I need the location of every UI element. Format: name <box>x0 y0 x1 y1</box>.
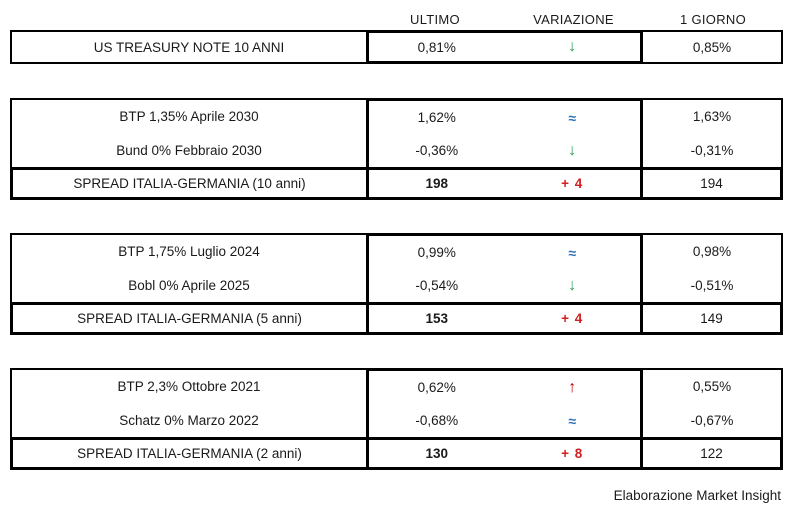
column-header-ultimo: ULTIMO <box>410 11 460 27</box>
variazione-up-arrow-icon: ↑ <box>568 378 577 396</box>
bond-rows: BTP 1,75% Luglio 2024 Bobl 0% Aprile 202… <box>10 233 783 302</box>
bond-label: Schatz 0% Marzo 2022 <box>119 412 259 428</box>
variazione-flat-icon: ≈ <box>568 109 577 126</box>
ultimo-variazione-box: 0,81% ↓ <box>366 30 643 64</box>
bond-label: Bund 0% Febbraio 2030 <box>116 142 262 158</box>
ultimo-value: 1,62% <box>417 110 456 125</box>
spread-label: SPREAD ITALIA-GERMANIA (10 anni) <box>10 167 366 200</box>
ultimo-value: -0,36% <box>415 143 459 158</box>
bond-label: Bobl 0% Aprile 2025 <box>128 277 250 293</box>
spread-giorno-value: 122 <box>643 437 783 470</box>
spread-giorno-value: 149 <box>643 302 783 335</box>
ultimo-value: 0,99% <box>417 245 456 260</box>
group-2-anni: BTP 2,3% Ottobre 2021 Schatz 0% Marzo 20… <box>10 368 783 470</box>
spread-row: SPREAD ITALIA-GERMANIA (10 anni) 198 + 4… <box>10 167 783 200</box>
bond-label: US TREASURY NOTE 10 ANNI <box>10 30 366 64</box>
spread-ultimo-value: 130 <box>425 446 449 461</box>
giorno-value: -0,31% <box>690 142 734 158</box>
column-header-variazione: VARIAZIONE <box>533 11 614 27</box>
bond-spread-table: ULTIMO VARIAZIONE 1 GIORNO US TREASURY N… <box>10 8 783 503</box>
spread-ultimo-value: 198 <box>425 176 449 191</box>
spread-label: SPREAD ITALIA-GERMANIA (5 anni) <box>10 302 366 335</box>
bond-label: BTP 2,3% Ottobre 2021 <box>117 379 261 395</box>
spread-variazione-value: + 8 <box>561 446 584 461</box>
spread-ultimo-value: 153 <box>425 311 449 326</box>
variazione-flat-icon: ≈ <box>568 244 577 261</box>
spread-row: SPREAD ITALIA-GERMANIA (2 anni) 130 + 8 … <box>10 437 783 470</box>
table-header: ULTIMO VARIAZIONE 1 GIORNO <box>10 8 783 30</box>
ultimo-value: 0,62% <box>417 380 456 395</box>
bond-label: BTP 1,35% Aprile 2030 <box>119 109 259 125</box>
variazione-down-arrow-icon: ↓ <box>568 276 577 294</box>
column-header-giorno: 1 GIORNO <box>680 11 746 27</box>
spread-variazione-value: + 4 <box>561 176 584 191</box>
giorno-value: 1,63% <box>692 109 732 125</box>
bond-rows: BTP 2,3% Ottobre 2021 Schatz 0% Marzo 20… <box>10 368 783 437</box>
giorno-value: 0,55% <box>692 379 732 395</box>
spread-row: SPREAD ITALIA-GERMANIA (5 anni) 153 + 4 … <box>10 302 783 335</box>
group-5-anni: BTP 1,75% Luglio 2024 Bobl 0% Aprile 202… <box>10 233 783 335</box>
ultimo-variazione-box: 0,62% ↑ -0,68% ≈ <box>366 368 643 437</box>
ultimo-value: -0,54% <box>415 278 459 293</box>
bond-rows: BTP 1,35% Aprile 2030 Bund 0% Febbraio 2… <box>10 98 783 167</box>
ultimo-value: 0,81% <box>417 39 456 55</box>
ultimo-variazione-box: 0,99% ≈ -0,54% ↓ <box>366 233 643 302</box>
spread-label: SPREAD ITALIA-GERMANIA (2 anni) <box>10 437 366 470</box>
group-us-treasury: US TREASURY NOTE 10 ANNI 0,81% ↓ 0,85% <box>10 30 783 64</box>
variazione-down-arrow-icon: ↓ <box>568 141 577 159</box>
credit-text: Elaborazione Market Insight <box>613 488 781 503</box>
giorno-value: -0,67% <box>690 412 734 428</box>
ultimo-value: -0,68% <box>415 413 459 428</box>
spread-giorno-value: 194 <box>643 167 783 200</box>
giorno-value: 0,98% <box>692 244 732 260</box>
ultimo-variazione-box: 1,62% ≈ -0,36% ↓ <box>366 98 643 167</box>
variazione-down-arrow-icon: ↓ <box>568 38 577 55</box>
giorno-value: -0,51% <box>690 277 734 293</box>
group-10-anni: BTP 1,35% Aprile 2030 Bund 0% Febbraio 2… <box>10 98 783 200</box>
bond-label: BTP 1,75% Luglio 2024 <box>118 244 260 260</box>
variazione-flat-icon: ≈ <box>568 412 577 429</box>
giorno-value: 0,85% <box>643 30 783 64</box>
spread-variazione-value: + 4 <box>561 311 584 326</box>
